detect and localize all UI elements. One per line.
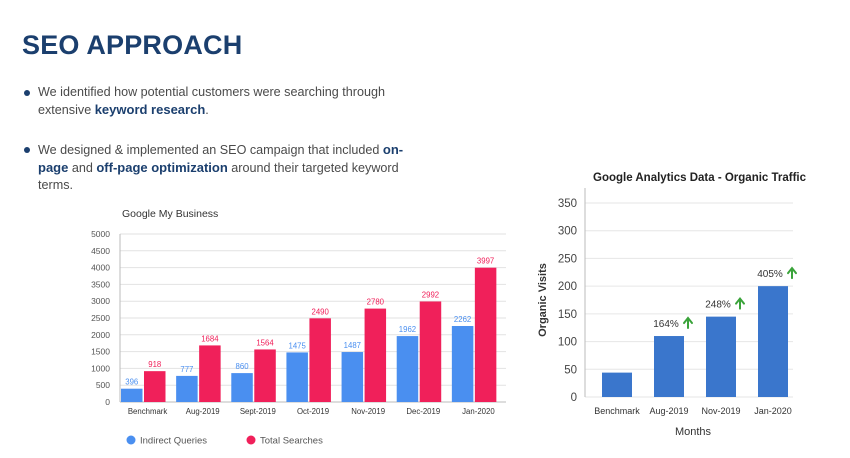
legend-label: Total Searches [260,436,323,447]
organic-visits-bar [602,372,632,397]
total-searches-bar [254,349,276,402]
bullet-text-part: We identified how potential customers we… [38,85,385,117]
total-searches-bar [309,318,331,402]
y-tick-label: 350 [558,198,577,210]
x-axis-label: Months [675,426,712,438]
data-label: 2992 [422,290,439,299]
chart-title: Google Analytics Data - Organic Traffic [593,172,807,184]
x-tick-label: Benchmark [128,407,168,416]
indirect-queries-bar [286,352,308,402]
data-label: 1962 [399,325,416,334]
legend-label: Indirect Queries [140,436,207,447]
y-tick-label: 100 [558,337,577,349]
data-label: 1564 [256,338,274,347]
y-tick-label: 250 [558,253,577,265]
bullet-text-part: We designed & implemented an SEO campaig… [38,143,383,157]
y-tick-label: 3500 [91,279,110,289]
x-tick-label: Nov-2019 [351,407,385,416]
indirect-queries-bar [231,373,253,402]
growth-label: 164% [653,319,679,330]
bullet-highlight: keyword research [94,102,206,117]
data-label: 777 [180,365,193,374]
bullet-text-part: around their targeted keyword terms. [38,161,399,192]
up-arrow-icon [735,297,745,310]
bullet-keyword-research: We identified how potential customers we… [24,84,404,119]
growth-label: 405% [757,269,783,280]
data-label: 396 [125,378,138,387]
y-tick-label: 4500 [91,246,110,256]
organic-visits-bar [758,286,788,397]
data-label: 2262 [454,315,471,324]
data-label: 2490 [311,307,329,316]
bullet-text: We identified how potential customers we… [38,84,404,119]
y-tick-label: 2500 [91,313,110,323]
total-searches-bar [199,345,221,402]
y-axis-label: Organic Visits [537,263,549,337]
y-tick-label: 0 [105,397,110,407]
y-tick-label: 150 [558,309,577,321]
y-tick-label: 4000 [91,263,110,273]
data-label: 860 [236,362,250,371]
data-label: 2780 [367,298,385,307]
x-tick-label: Jan-2020 [754,406,792,416]
data-label: 3997 [477,257,494,266]
bullet-highlight: off-page optimization [96,160,228,175]
legend-marker [126,435,136,445]
y-tick-label: 1500 [91,347,110,357]
organic-visits-bar [706,316,736,397]
y-tick-label: 0 [571,392,577,404]
x-tick-label: Dec-2019 [406,407,440,416]
organic-visits-bar [654,336,684,397]
bullet-seo-campaign: We designed & implemented an SEO campaig… [24,141,404,194]
y-tick-label: 5000 [91,229,110,239]
x-tick-label: Benchmark [594,406,640,416]
bullet-dot [24,147,30,153]
x-tick-label: Oct-2019 [297,407,329,416]
indirect-queries-bar [451,325,474,402]
y-tick-label: 50 [564,364,577,376]
bullet-text-part: and [68,161,97,175]
y-tick-label: 300 [558,226,577,238]
x-tick-label: Sept-2019 [240,407,276,416]
chart-title: Google My Business [122,208,218,220]
y-tick-label: 3000 [91,296,110,306]
bullet-text-part: . [205,103,209,117]
page-title: SEO APPROACH [22,30,243,60]
indirect-queries-bar [396,336,419,402]
bullet-highlight: on-page [38,142,404,175]
y-tick-label: 2000 [91,330,110,340]
growth-label: 248% [705,300,731,311]
y-tick-label: 500 [96,380,110,390]
legend-marker [246,435,256,445]
bullet-dot [24,90,30,96]
x-tick-label: Jan-2020 [462,407,495,416]
data-label: 1475 [288,341,306,350]
indirect-queries-bar [176,375,198,402]
y-tick-label: 1000 [91,363,110,373]
total-searches-bar [474,267,497,402]
data-label: 1487 [344,341,361,350]
data-label: 918 [148,360,161,369]
total-searches-bar [364,308,387,402]
bullet-text: We designed & implemented an SEO campaig… [38,141,404,194]
indirect-queries-bar [121,388,143,402]
data-label: 1684 [201,334,219,343]
up-arrow-icon [787,266,797,280]
up-arrow-icon [683,316,693,330]
indirect-queries-bar [341,352,364,402]
x-tick-label: Aug-2019 [649,406,688,416]
total-searches-bar [419,301,442,402]
x-tick-label: Nov-2019 [701,406,740,416]
x-tick-label: Aug-2019 [186,407,220,416]
y-tick-label: 200 [558,281,577,293]
total-searches-bar [144,371,166,402]
